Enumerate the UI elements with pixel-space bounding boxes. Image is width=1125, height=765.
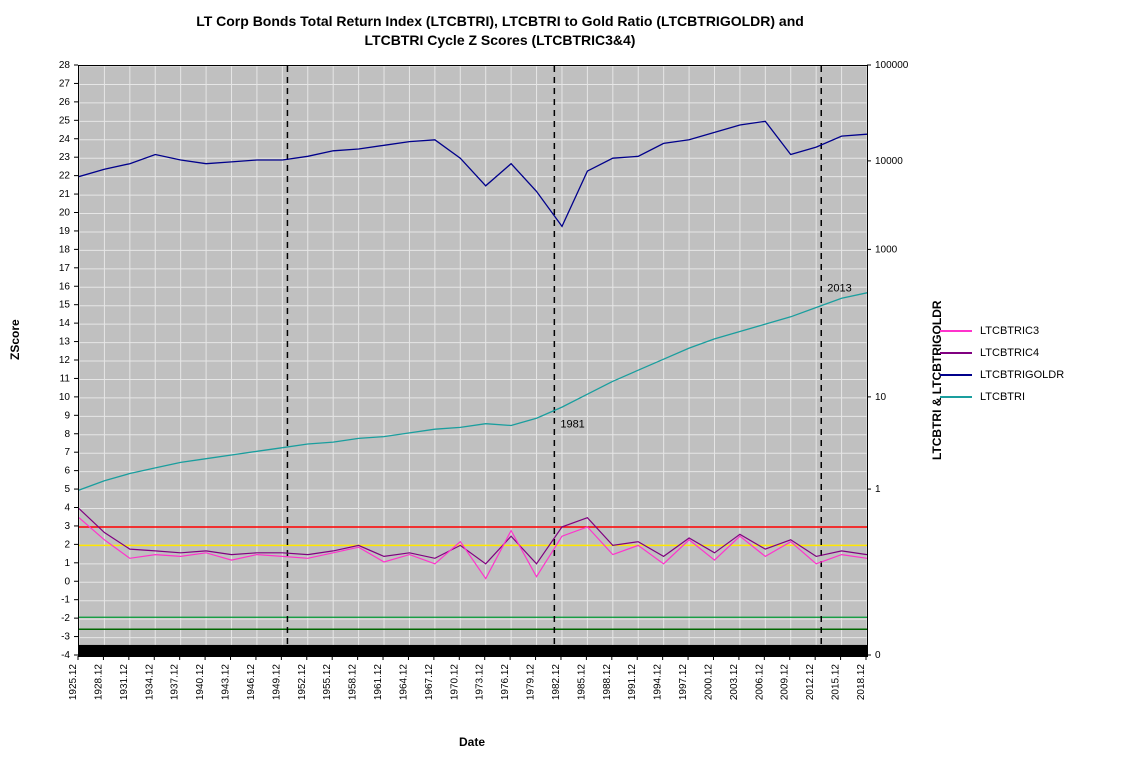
svg-text:1943.12: 1943.12 xyxy=(221,664,232,701)
svg-text:2013: 2013 xyxy=(827,282,851,294)
svg-text:1991.12: 1991.12 xyxy=(627,664,638,701)
svg-text:-3: -3 xyxy=(61,632,70,643)
svg-text:1994.12: 1994.12 xyxy=(653,664,664,701)
svg-text:1925.12: 1925.12 xyxy=(68,664,79,701)
svg-text:1928.12: 1928.12 xyxy=(93,664,104,701)
svg-text:1934.12: 1934.12 xyxy=(144,664,155,701)
svg-text:15: 15 xyxy=(59,300,71,311)
svg-text:2006.12: 2006.12 xyxy=(754,664,765,701)
svg-text:25: 25 xyxy=(59,115,71,126)
svg-text:4: 4 xyxy=(64,503,70,514)
svg-text:1981: 1981 xyxy=(560,419,584,431)
svg-text:2012.12: 2012.12 xyxy=(805,664,816,701)
svg-text:24: 24 xyxy=(59,134,71,145)
svg-text:2: 2 xyxy=(64,539,70,550)
svg-text:7: 7 xyxy=(64,447,70,458)
svg-text:19: 19 xyxy=(59,226,71,237)
legend-label: LTCBTRIGOLDR xyxy=(980,369,1064,381)
svg-text:2015.12: 2015.12 xyxy=(831,664,842,701)
svg-text:6: 6 xyxy=(64,466,70,477)
svg-text:12: 12 xyxy=(59,355,71,366)
legend-swatch xyxy=(940,352,972,354)
svg-text:22: 22 xyxy=(59,171,71,182)
svg-text:27: 27 xyxy=(59,78,71,89)
plot-svg: 1981 2013 xyxy=(79,66,867,656)
svg-text:-1: -1 xyxy=(61,595,70,606)
svg-text:1976.12: 1976.12 xyxy=(500,664,511,701)
svg-text:1937.12: 1937.12 xyxy=(170,664,181,701)
svg-text:1955.12: 1955.12 xyxy=(322,664,333,701)
svg-text:5: 5 xyxy=(64,484,70,495)
legend-label: LTCBTRIC4 xyxy=(980,347,1039,359)
chart-title: LT Corp Bonds Total Return Index (LTCBTR… xyxy=(0,12,1000,50)
svg-text:1988.12: 1988.12 xyxy=(602,664,613,701)
svg-text:20: 20 xyxy=(59,208,71,219)
svg-text:1000: 1000 xyxy=(875,244,898,255)
svg-text:1964.12: 1964.12 xyxy=(398,664,409,701)
svg-text:1997.12: 1997.12 xyxy=(678,664,689,701)
svg-text:1949.12: 1949.12 xyxy=(271,664,282,701)
svg-text:1979.12: 1979.12 xyxy=(526,664,537,701)
svg-text:1931.12: 1931.12 xyxy=(119,664,130,701)
svg-text:1: 1 xyxy=(64,558,70,569)
svg-text:11: 11 xyxy=(60,373,71,384)
svg-text:-2: -2 xyxy=(61,613,70,624)
svg-text:17: 17 xyxy=(59,263,71,274)
svg-text:1: 1 xyxy=(875,484,881,495)
svg-text:10000: 10000 xyxy=(875,156,903,167)
svg-text:2000.12: 2000.12 xyxy=(703,664,714,701)
svg-text:1970.12: 1970.12 xyxy=(449,664,460,701)
svg-text:1940.12: 1940.12 xyxy=(195,664,206,701)
svg-text:1967.12: 1967.12 xyxy=(424,664,435,701)
svg-text:23: 23 xyxy=(59,152,71,163)
legend-item: LTCBTRIGOLDR xyxy=(940,364,1064,386)
svg-text:10: 10 xyxy=(875,392,887,403)
svg-text:13: 13 xyxy=(59,337,71,348)
x-ticks: 1925.12 1928.12 1931.12 1934.12 1937.12 1940.… xyxy=(0,656,1125,756)
svg-text:8: 8 xyxy=(64,429,70,440)
legend-item: LTCBTRIC3 xyxy=(940,320,1064,342)
svg-text:26: 26 xyxy=(59,97,71,108)
svg-text:1946.12: 1946.12 xyxy=(246,664,257,701)
svg-text:3: 3 xyxy=(64,521,70,532)
title-line-2: LTCBTRI Cycle Z Scores (LTCBTRIC3&4) xyxy=(365,32,636,48)
svg-text:1958.12: 1958.12 xyxy=(348,664,359,701)
legend-swatch xyxy=(940,330,972,332)
svg-text:1982.12: 1982.12 xyxy=(551,664,562,701)
legend-item: LTCBTRIC4 xyxy=(940,342,1064,364)
svg-text:100000: 100000 xyxy=(875,60,909,71)
legend-swatch xyxy=(940,396,972,398)
svg-text:9: 9 xyxy=(64,410,70,421)
svg-text:1961.12: 1961.12 xyxy=(373,664,384,701)
svg-text:14: 14 xyxy=(59,318,71,329)
svg-text:2009.12: 2009.12 xyxy=(780,664,791,701)
legend-item: LTCBTRI xyxy=(940,386,1064,408)
svg-text:16: 16 xyxy=(59,281,71,292)
y-ticks-left: -4-3-2-101234567891011121314151617181920… xyxy=(0,0,78,765)
svg-text:2018.12: 2018.12 xyxy=(856,664,867,701)
svg-text:1985.12: 1985.12 xyxy=(576,664,587,701)
plot-area: 1981 2013 xyxy=(78,65,868,657)
svg-text:21: 21 xyxy=(59,189,71,200)
chart-container: LT Corp Bonds Total Return Index (LTCBTR… xyxy=(0,0,1125,765)
title-line-1: LT Corp Bonds Total Return Index (LTCBTR… xyxy=(196,13,804,29)
svg-text:1952.12: 1952.12 xyxy=(297,664,308,701)
svg-text:18: 18 xyxy=(59,244,71,255)
legend-label: LTCBTRI xyxy=(980,391,1025,403)
legend-swatch xyxy=(940,374,972,376)
svg-text:28: 28 xyxy=(59,60,71,71)
svg-text:2003.12: 2003.12 xyxy=(729,664,740,701)
legend: LTCBTRIC3 LTCBTRIC4 LTCBTRIGOLDR LTCBTRI xyxy=(940,320,1064,408)
svg-text:0: 0 xyxy=(64,576,70,587)
svg-text:1973.12: 1973.12 xyxy=(475,664,486,701)
legend-label: LTCBTRIC3 xyxy=(980,325,1039,337)
svg-text:10: 10 xyxy=(59,392,71,403)
